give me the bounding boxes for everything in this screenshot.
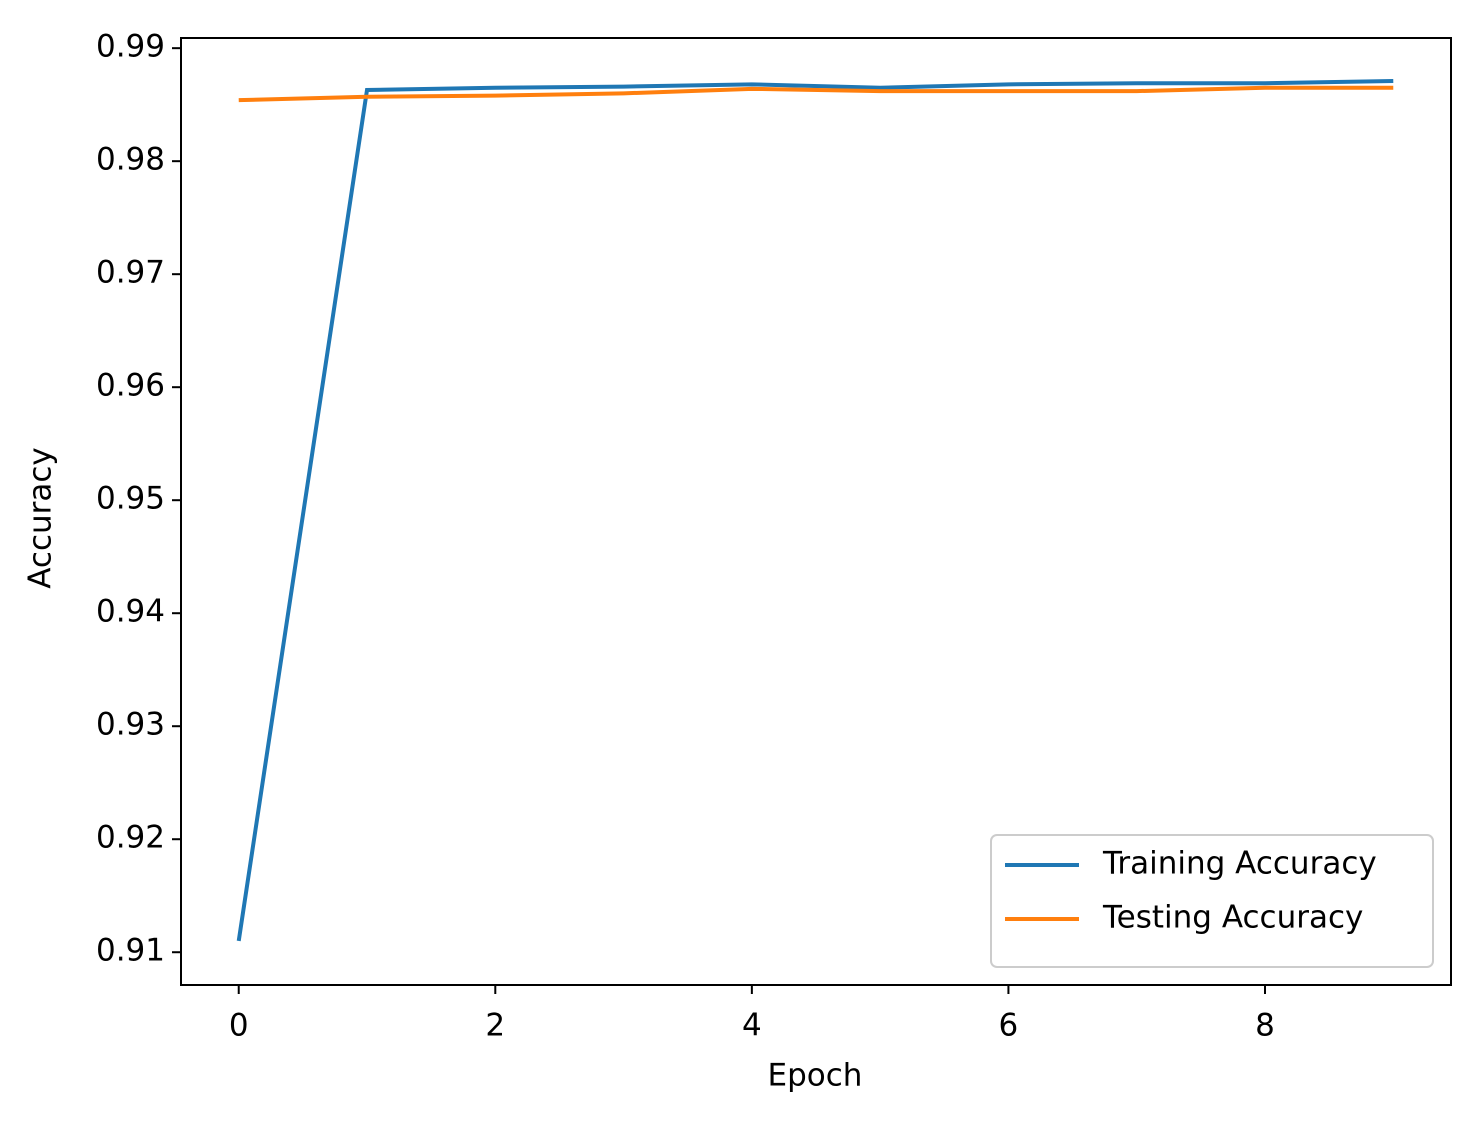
y-tick-label: 0.92 [96,820,165,856]
y-tick-label: 0.99 [96,29,165,65]
legend-label: Training Accuracy [1102,846,1377,882]
x-tick-label: 6 [999,1008,1019,1044]
data-line [236,78,1394,942]
x-tick-label: 0 [229,1008,249,1044]
y-tick-label: 0.97 [96,255,165,291]
legend-box [990,834,1434,968]
x-axis-label: Epoch [768,1058,863,1094]
x-tick-label: 8 [1255,1008,1275,1044]
x-tick-label: 2 [485,1008,505,1044]
y-tick-label: 0.95 [96,481,165,517]
legend-label: Testing Accuracy [1102,900,1363,936]
x-tick-label: 4 [742,1008,762,1044]
data-line [238,85,1394,103]
plot-frame [180,37,1452,986]
y-tick-label: 0.94 [96,594,165,630]
y-axis-label: Accuracy [23,447,59,589]
y-tick-label: 0.96 [96,368,165,404]
y-tick-label: 0.98 [96,142,165,178]
y-tick-label: 0.93 [96,707,165,743]
y-tick-label: 0.91 [96,933,165,969]
